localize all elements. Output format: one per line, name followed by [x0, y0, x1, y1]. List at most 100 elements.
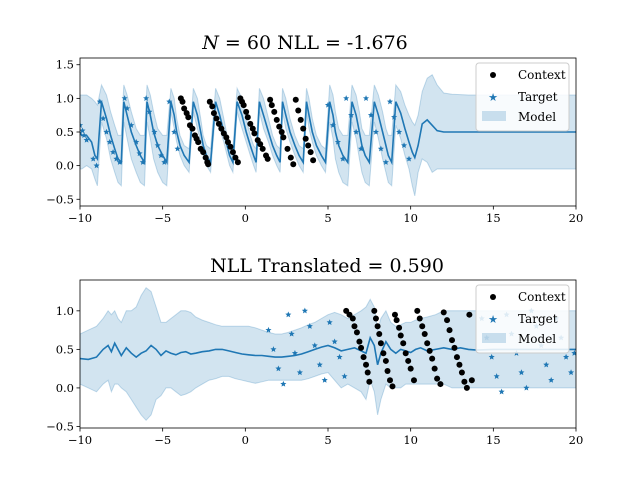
target-point [548, 377, 555, 383]
target-point [343, 95, 350, 101]
legend-box [475, 284, 570, 354]
chart-panel-bottom: NLL Translated = 0.590 −10 −5 0 5 10 15 20 −0.5… [46, 255, 583, 447]
chart-title-var: N [201, 32, 220, 54]
x-tick-label: 0 [242, 211, 249, 225]
context-point [297, 116, 304, 123]
x-tick-label: 0 [242, 433, 249, 447]
target-point [367, 111, 375, 118]
context-point [391, 311, 398, 318]
context-point [456, 361, 463, 368]
x-tick-label: 20 [569, 211, 584, 225]
context-point [466, 311, 473, 318]
context-point [402, 350, 409, 357]
context-point [463, 384, 470, 391]
target-point [93, 162, 100, 169]
target-point [166, 98, 173, 105]
context-point [371, 307, 378, 314]
context-point [278, 129, 285, 135]
context-point [468, 377, 475, 384]
context-point [243, 108, 250, 115]
x-tick-label: −10 [68, 433, 92, 447]
context-point [295, 107, 302, 114]
context-point [227, 143, 234, 150]
target-point [146, 108, 153, 115]
chart-title-top: N = 60 NLL = -1.676 [201, 32, 408, 54]
target-point [301, 307, 308, 314]
context-point [223, 134, 230, 141]
context-point [389, 383, 396, 390]
context-point [382, 357, 389, 364]
target-point [518, 369, 525, 376]
x-tick-label: −5 [154, 433, 171, 447]
target-point [568, 369, 575, 376]
target-point [100, 115, 107, 122]
legend-box [475, 62, 570, 132]
context-point [244, 114, 251, 121]
target-point [110, 148, 117, 155]
target-point [116, 159, 123, 165]
target-point [90, 155, 97, 162]
context-point [384, 367, 391, 374]
context-point [290, 161, 297, 168]
target-point [80, 127, 86, 134]
context-point [393, 317, 400, 324]
target-point [306, 323, 313, 329]
context-point [416, 315, 423, 322]
target-point [401, 142, 408, 149]
legend-bottom: Context ★ Target Model [475, 284, 570, 354]
context-point [185, 114, 192, 121]
target-point [124, 105, 131, 112]
target-point [362, 95, 370, 101]
context-point [374, 323, 381, 330]
context-point [273, 116, 280, 123]
target-point [331, 338, 338, 345]
context-point [356, 338, 363, 345]
context-point [414, 307, 421, 314]
target-point [81, 132, 88, 138]
context-point [444, 317, 451, 324]
target-point [171, 128, 178, 135]
y-tick-label: −0.5 [46, 192, 74, 206]
context-point [247, 120, 254, 127]
target-point [311, 342, 318, 349]
context-point [267, 96, 274, 103]
target-point [151, 128, 158, 135]
context-point [360, 354, 367, 361]
target-point [326, 319, 333, 325]
context-point [251, 130, 258, 137]
plot-area-top: −10 −5 0 5 10 15 20 −0.5 0.0 0.5 1.0 1.5 [46, 57, 584, 225]
context-point [232, 154, 239, 161]
context-point [280, 134, 287, 141]
target-point [154, 142, 161, 149]
y-tick-label: 0.0 [56, 381, 74, 395]
target-point [543, 361, 550, 368]
target-point [133, 138, 140, 145]
target-point [498, 388, 505, 395]
context-point [377, 340, 384, 347]
legend-context-label: Context [518, 68, 566, 82]
context-point [271, 108, 278, 115]
legend-top: Context ★ Target Model [475, 62, 570, 132]
target-point [291, 350, 298, 356]
context-point [421, 330, 428, 337]
target-point [80, 122, 84, 128]
context-point [366, 378, 373, 385]
legend-target-marker: ★ [488, 314, 498, 326]
x-tick-label: 10 [403, 433, 418, 447]
context-point [434, 375, 441, 382]
target-point [316, 361, 323, 368]
x-tick-label: 15 [486, 211, 501, 225]
context-point [461, 378, 468, 385]
target-point [321, 377, 328, 383]
target-point [121, 95, 128, 101]
context-point [396, 324, 403, 331]
chart-title-bottom: NLL Translated = 0.590 [210, 255, 444, 277]
chart-panel-top: N = 60 NLL = -1.676 −10 −5 0 5 10 15 20 −0.5 0.0… [46, 32, 583, 225]
context-point [302, 135, 309, 142]
target-point [563, 353, 570, 360]
target-point [106, 138, 113, 145]
context-point [307, 149, 314, 156]
x-tick-label: 10 [403, 211, 418, 225]
target-point [341, 373, 348, 379]
target-point [336, 353, 343, 360]
